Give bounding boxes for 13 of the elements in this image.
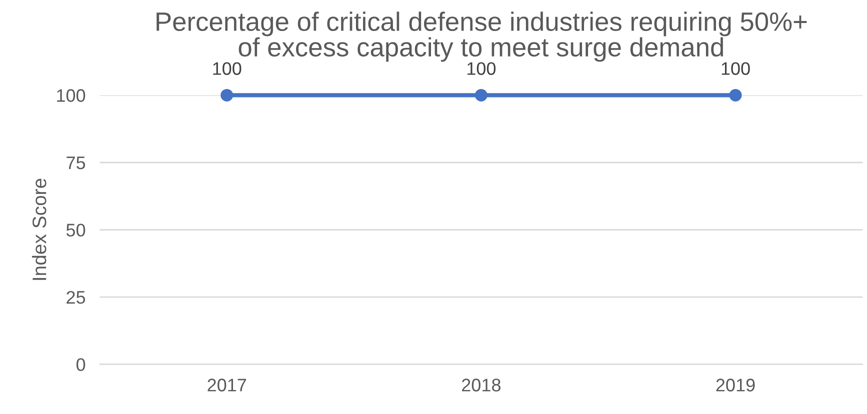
- y-tick-label: 0: [76, 358, 86, 372]
- x-tick-label: 2019: [716, 378, 755, 392]
- x-tick-label: 2017: [208, 378, 246, 392]
- x-tick-label: 2018: [462, 378, 500, 392]
- data-label: 100: [722, 62, 750, 75]
- y-tick-label: 75: [66, 156, 86, 170]
- y-axis-title: Index Score: [32, 178, 46, 280]
- data-label: 100: [468, 62, 496, 75]
- chart-title: Percentage of critical defense industries requiring 50%+ of excess capacity to meet surge demand: [156, 12, 807, 62]
- y-tick-label: 25: [66, 290, 86, 304]
- y-tick-label: 100: [57, 89, 86, 102]
- y-tick-label: 50: [66, 224, 86, 236]
- data-label: 100: [213, 62, 242, 75]
